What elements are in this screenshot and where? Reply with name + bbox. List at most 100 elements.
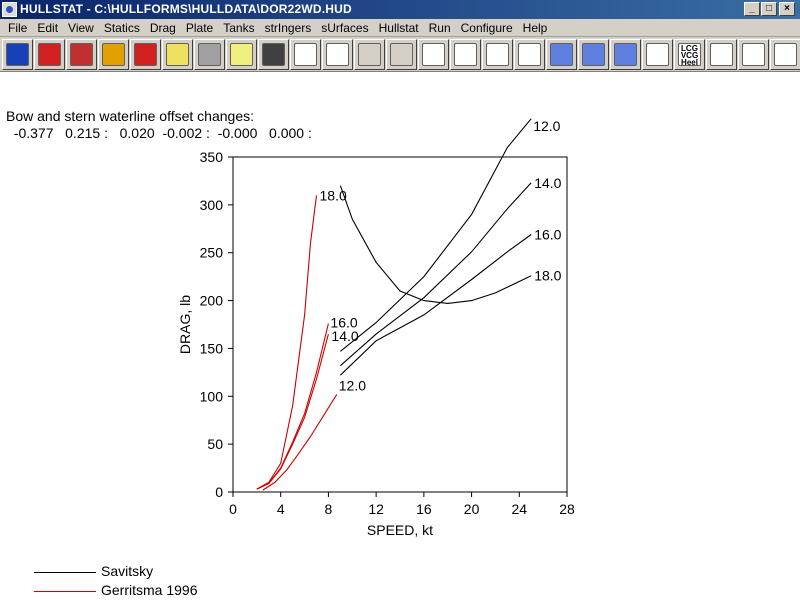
offsets-table-icon — [774, 43, 797, 66]
profile-button[interactable] — [482, 39, 513, 70]
stability-curve-button[interactable] — [706, 39, 737, 70]
profile-icon — [486, 43, 509, 66]
color-hull-button[interactable] — [34, 39, 65, 70]
series-end-label: 16.0 — [330, 315, 357, 331]
print-setup-icon — [198, 43, 221, 66]
body-plan-button[interactable] — [418, 39, 449, 70]
menu-surfaces[interactable]: sUrfaces — [321, 20, 369, 35]
series-line — [256, 333, 329, 490]
menu-plate[interactable]: Plate — [185, 20, 214, 35]
y-tick-label: 150 — [200, 340, 224, 356]
zoom-in-button[interactable] — [354, 39, 385, 70]
graph-edit-button[interactable] — [322, 39, 353, 70]
app-icon[interactable] — [2, 2, 17, 17]
menu-edit[interactable]: Edit — [37, 20, 59, 35]
notepad-button[interactable] — [162, 39, 193, 70]
y-tick-label: 250 — [200, 245, 224, 261]
legend-gerritsma-line — [34, 591, 96, 592]
menu-tanks[interactable]: Tanks — [223, 20, 255, 35]
menu-view[interactable]: View — [68, 20, 94, 35]
legend-savitsky-line — [34, 572, 96, 573]
menu-run[interactable]: Run — [428, 20, 451, 35]
window-title: HULLSTAT - C:\HULLFORMS\HULLDATA\DOR22WD… — [20, 2, 352, 16]
y-tick-label: 0 — [215, 484, 223, 500]
x-tick-label: 28 — [559, 501, 575, 517]
graph-curve-button[interactable] — [290, 39, 321, 70]
sections-button[interactable] — [98, 39, 129, 70]
y-tick-label: 200 — [200, 293, 224, 309]
series-end-label: 14.0 — [534, 175, 561, 191]
y-axis-label: DRAG, lb — [177, 295, 193, 354]
series-end-label: 16.0 — [534, 227, 561, 243]
menu-help[interactable]: Help — [522, 20, 548, 35]
menu-stringers[interactable]: strIngers — [264, 20, 312, 35]
data-table-button[interactable] — [738, 39, 769, 70]
close-button[interactable]: × — [779, 2, 795, 16]
hull-shade-3-icon — [614, 43, 637, 66]
hull-shade-2-button[interactable] — [578, 39, 609, 70]
report-button[interactable] — [226, 39, 257, 70]
series-line — [256, 195, 318, 490]
hull-shade-3-button[interactable] — [610, 39, 641, 70]
hull-shade-2-icon — [582, 43, 605, 66]
menu-file[interactable]: File — [8, 20, 28, 35]
legend-gerritsma-label: Gerritsma 1996 — [101, 582, 198, 598]
zoom-out-button[interactable] — [386, 39, 417, 70]
sections-red-icon — [134, 43, 157, 66]
hull-shade-1-button[interactable] — [546, 39, 577, 70]
plate-view-icon — [70, 43, 93, 66]
area-curve-button[interactable] — [642, 39, 673, 70]
lcg-vcg-heel-button[interactable]: LCG VCG Heel — [674, 39, 705, 70]
area-curve-icon — [646, 43, 669, 66]
bow-view-button[interactable] — [514, 39, 545, 70]
plate-view-button[interactable] — [66, 39, 97, 70]
body-plan-icon — [422, 43, 445, 66]
x-tick-label: 0 — [229, 501, 237, 517]
waterline-button[interactable] — [450, 39, 481, 70]
bow-view-icon — [518, 43, 541, 66]
x-tick-label: 4 — [277, 501, 285, 517]
series-line — [340, 118, 532, 352]
hull-3d-button[interactable] — [2, 39, 33, 70]
operator-button[interactable] — [258, 39, 289, 70]
legend-savitsky-label: Savitsky — [101, 563, 154, 579]
sections-red-button[interactable] — [130, 39, 161, 70]
x-axis-label: SPEED, kt — [367, 522, 433, 538]
offsets-table-button[interactable] — [770, 39, 800, 70]
sections-icon — [102, 43, 125, 66]
menu-configure[interactable]: Configure — [460, 20, 513, 35]
maximize-button[interactable]: □ — [761, 2, 777, 16]
print-setup-button[interactable] — [194, 39, 225, 70]
x-tick-label: 24 — [511, 501, 527, 517]
x-tick-label: 8 — [325, 501, 333, 517]
offset-changes-values: -0.377 0.215 : 0.020 -0.002 : -0.000 0.0… — [6, 125, 312, 141]
x-tick-label: 16 — [416, 501, 432, 517]
series-line — [340, 234, 532, 376]
menu-drag[interactable]: Drag — [149, 20, 176, 35]
stability-curve-icon — [710, 43, 733, 66]
y-tick-label: 350 — [200, 149, 224, 165]
menu-statics[interactable]: Statics — [103, 20, 140, 35]
series-end-label: 18.0 — [534, 268, 561, 284]
series-end-label: 12.0 — [533, 118, 560, 134]
graph-edit-icon — [326, 43, 349, 66]
menu-hullstat[interactable]: Hullstat — [378, 20, 419, 35]
y-tick-label: 50 — [207, 436, 223, 452]
hull-3d-icon — [6, 43, 29, 66]
zoom-out-icon — [390, 43, 413, 66]
notepad-icon — [166, 43, 189, 66]
series-end-label: 18.0 — [320, 187, 347, 203]
operator-icon — [262, 43, 285, 66]
x-tick-label: 12 — [368, 501, 384, 517]
minimize-button[interactable]: _ — [744, 2, 760, 16]
hull-shade-1-icon — [550, 43, 573, 66]
report-icon — [230, 43, 253, 66]
menu-bar: File Edit View Statics Drag Plate Tanks … — [0, 19, 800, 37]
series-line — [340, 182, 532, 367]
color-hull-icon — [38, 43, 61, 66]
series-end-label: 14.0 — [331, 328, 358, 344]
series-line — [262, 394, 338, 491]
series-line — [339, 185, 532, 304]
y-tick-label: 100 — [200, 388, 224, 404]
